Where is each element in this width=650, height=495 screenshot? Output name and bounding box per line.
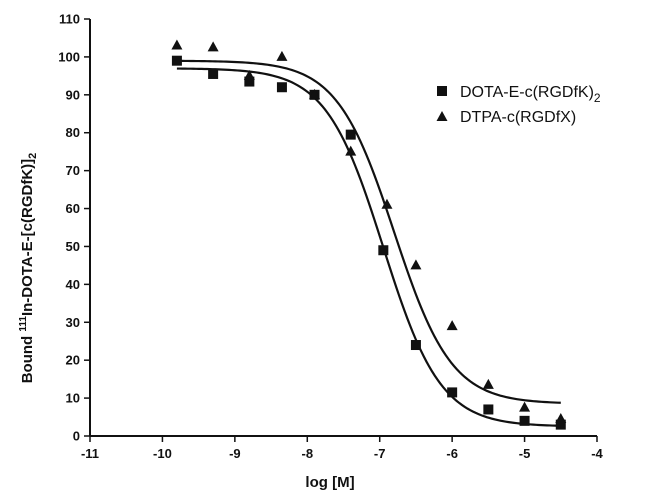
point-series-2	[381, 198, 393, 209]
y-axis-title-prefix: Bound	[19, 332, 36, 384]
y-axis-title-subscript: 2	[27, 153, 39, 159]
point-series-1	[208, 68, 219, 79]
y-tick-label: 30	[66, 315, 80, 330]
x-tick-label: -10	[153, 446, 172, 461]
point-series-2	[482, 378, 494, 389]
x-tick-label: -9	[229, 446, 241, 461]
y-tick-label: 100	[58, 49, 80, 64]
x-tick-label: -4	[591, 446, 603, 461]
point-series-2	[171, 39, 183, 50]
point-series-1	[244, 76, 255, 87]
y-tick-label: 20	[66, 353, 80, 368]
y-tick-label: 60	[66, 201, 80, 216]
point-series-2	[345, 145, 357, 156]
point-series-2	[243, 69, 255, 80]
fit-curves	[176, 59, 561, 427]
x-tick-label: -8	[302, 446, 314, 461]
x-tick-label: -6	[446, 446, 458, 461]
legend-label-series-1-main: DOTA-E-c(RGDfK)	[460, 84, 594, 101]
point-series-1	[447, 387, 458, 398]
point-series-2	[446, 320, 458, 331]
legend-label-series-2: DTPA-c(RGDfX)	[460, 109, 576, 126]
legend-label-series-1-sub: 2	[594, 91, 601, 105]
y-tick-label: 0	[73, 429, 80, 444]
point-series-1	[345, 129, 356, 140]
point-series-1	[555, 419, 566, 430]
y-tick-label: 70	[66, 163, 80, 178]
point-series-2	[410, 259, 422, 270]
point-series-1	[483, 404, 494, 415]
y-axis-title-main: In-DOTA-E-[c(RGDfK)]	[19, 159, 36, 316]
y-axis-title-superscript: 111	[18, 316, 29, 332]
y-tick-label: 10	[66, 391, 80, 406]
point-series-1	[378, 245, 389, 256]
legend: DOTA-E-c(RGDfK)2 DTPA-c(RGDfX)	[436, 84, 601, 126]
legend-marker-triangle	[436, 111, 448, 121]
legend-label-series-1: DOTA-E-c(RGDfK)2	[460, 84, 601, 105]
point-series-1	[519, 415, 530, 426]
y-axis-title: Bound 111In-DOTA-E-[c(RGDfK)]2	[18, 153, 39, 384]
point-series-2	[276, 50, 288, 61]
point-series-1	[276, 82, 287, 93]
x-tick-label: -11	[81, 446, 99, 461]
point-series-2	[519, 401, 531, 412]
y-tick-label: 110	[59, 12, 80, 27]
data-points	[171, 39, 567, 430]
fit-curve-series-2	[176, 59, 561, 404]
y-tick-label: 40	[66, 277, 80, 292]
fit-curve-series-1	[176, 67, 561, 427]
point-series-2	[555, 412, 567, 423]
point-series-2	[309, 88, 321, 99]
axes: -11 -10 -9 -8 -7 -6 -5 -4 0 10 20 30 40 50 60 70 80 90 100…	[58, 12, 603, 462]
x-tick-label: -7	[374, 446, 386, 461]
y-tick-label: 90	[66, 87, 80, 102]
y-tick-label: 50	[66, 239, 80, 254]
x-tick-label: -5	[519, 446, 531, 461]
y-tick-label: 80	[66, 125, 80, 140]
legend-marker-square	[437, 86, 447, 96]
point-series-1	[410, 340, 421, 351]
x-axis-title: log [M]	[305, 474, 354, 491]
point-series-1	[171, 55, 182, 66]
point-series-2	[207, 41, 219, 52]
